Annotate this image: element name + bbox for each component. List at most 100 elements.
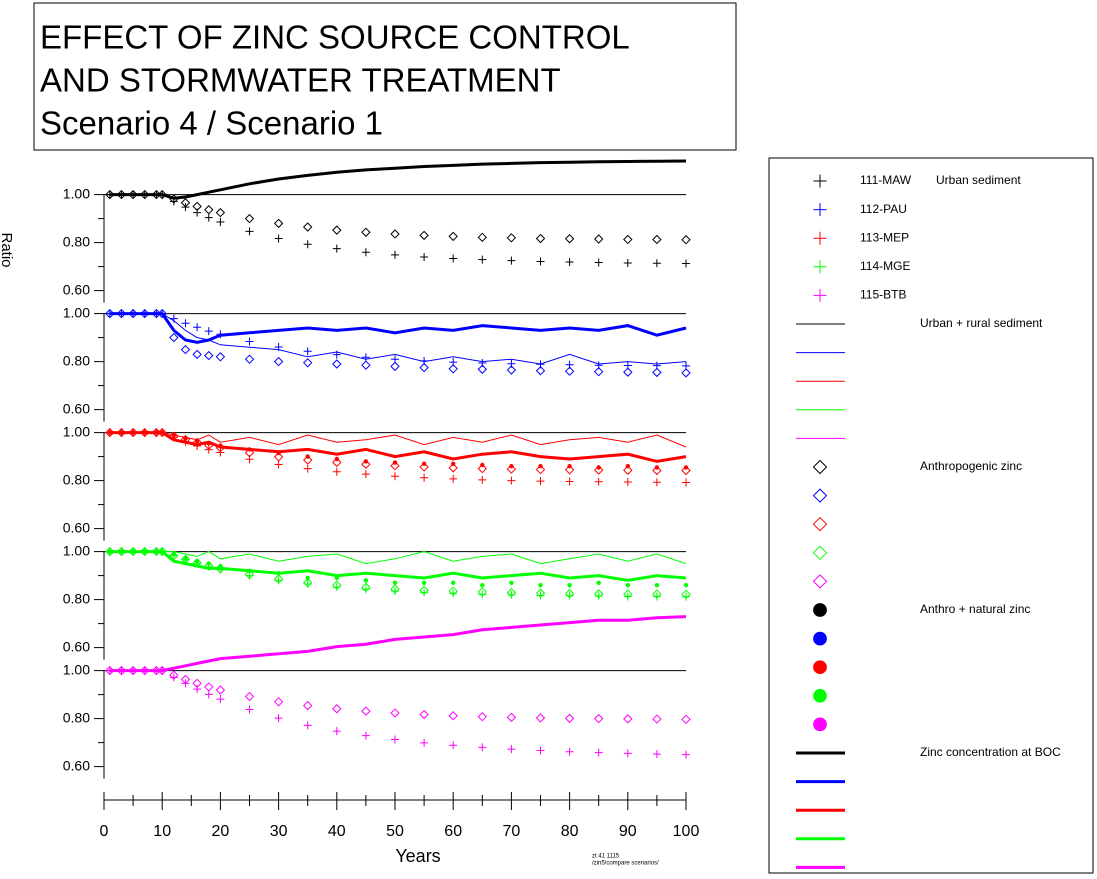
- diamond-marker: [419, 585, 429, 595]
- diamond-marker: [390, 584, 400, 594]
- diamond-marker: [332, 580, 342, 590]
- diamond-marker: [192, 678, 202, 689]
- diamond-marker: [623, 465, 633, 475]
- dot-marker: [480, 583, 485, 588]
- diamond-marker: [302, 358, 313, 368]
- diamond-marker: [477, 587, 488, 597]
- plus-marker: [169, 673, 178, 682]
- plus-marker: [204, 213, 213, 222]
- plus-marker: [361, 248, 370, 257]
- diamond-marker: [623, 234, 633, 245]
- diamond-marker: [812, 574, 828, 589]
- plus-marker: [420, 253, 429, 261]
- plus-marker: [274, 714, 283, 723]
- diamond-marker: [361, 706, 371, 716]
- thick-line: [109, 615, 687, 673]
- diamond-marker: [593, 465, 604, 475]
- legend-label: Urban sediment: [936, 173, 1021, 187]
- diamond-marker: [419, 462, 429, 472]
- thick-line: [109, 159, 687, 200]
- dot-marker: [654, 465, 660, 470]
- dot-marker: [421, 580, 427, 585]
- dot-marker: [538, 583, 543, 588]
- x-tick-label: 70: [503, 823, 521, 840]
- diamond-marker: [812, 459, 828, 475]
- diamond-marker: [204, 682, 214, 692]
- dot-marker: [813, 717, 827, 732]
- diamond-marker: [244, 448, 255, 458]
- dot-marker: [363, 578, 369, 583]
- diamond-marker: [448, 711, 458, 721]
- x-tick-label: 30: [270, 823, 288, 840]
- legend-label: 114-MGE: [860, 259, 910, 273]
- plus-marker: [565, 591, 574, 600]
- diamond-marker: [332, 457, 342, 468]
- dot-marker: [813, 688, 827, 703]
- plus-marker: [274, 234, 283, 243]
- plus-marker: [682, 592, 690, 601]
- title-box: [33, 2, 737, 151]
- diamond-marker: [535, 713, 546, 723]
- dot-marker: [683, 583, 689, 588]
- diamond-marker: [215, 352, 226, 362]
- diamond-marker: [535, 366, 546, 376]
- plus-marker: [216, 217, 225, 226]
- diamond-marker: [302, 700, 313, 711]
- diamond-marker: [652, 367, 662, 378]
- plus-marker: [332, 244, 341, 253]
- diamond-marker: [244, 354, 255, 364]
- plus-marker: [245, 337, 254, 346]
- diamond-marker: [419, 230, 429, 241]
- dot-marker: [625, 583, 630, 588]
- diamond-marker: [273, 574, 284, 584]
- dot-marker: [596, 465, 601, 470]
- plus-marker: [507, 745, 516, 754]
- legend-label: 115-BTB: [860, 288, 906, 302]
- plus-marker: [594, 592, 603, 600]
- diamond-marker: [535, 464, 546, 475]
- diamond-marker: [361, 582, 371, 593]
- plus-marker: [245, 705, 254, 714]
- y-tick-label: 1.00: [63, 542, 90, 558]
- legend-label: Anthro + natural zinc: [920, 602, 1030, 616]
- diamond-marker: [477, 232, 488, 243]
- plus-marker: [420, 588, 429, 597]
- dot-marker: [392, 460, 398, 465]
- diamond-marker: [623, 367, 633, 377]
- diamond-marker: [812, 488, 828, 503]
- diamond-marker: [361, 360, 371, 370]
- plus-marker: [361, 731, 370, 740]
- legend-label: Urban + rural sediment: [920, 316, 1043, 330]
- plus-marker: [507, 256, 516, 265]
- dot-marker: [567, 464, 572, 469]
- x-tick-label: 90: [619, 823, 637, 840]
- diamond-marker: [506, 464, 517, 474]
- diamond-marker: [204, 205, 214, 215]
- y-tick-label: 0.80: [63, 590, 90, 606]
- dot-marker: [305, 454, 310, 459]
- diamond-marker: [273, 356, 284, 367]
- legend-box: [768, 157, 1094, 874]
- plus-marker: [652, 478, 661, 487]
- diamond-marker: [180, 198, 191, 208]
- plus-marker: [449, 254, 458, 263]
- dot-marker: [596, 580, 601, 585]
- diamond-marker: [361, 227, 371, 237]
- plus-marker: [332, 467, 341, 476]
- plus-marker: [361, 470, 370, 479]
- plus-marker: [478, 590, 487, 599]
- dot-marker: [509, 464, 514, 469]
- x-tick-label: 100: [673, 823, 700, 840]
- plus-marker: [813, 288, 827, 302]
- dot-marker: [683, 465, 689, 470]
- dot-marker: [363, 459, 369, 464]
- dot-marker: [171, 551, 177, 557]
- diamond-marker: [477, 463, 488, 474]
- plus-marker: [565, 747, 574, 756]
- diamond-marker: [652, 465, 662, 476]
- plus-marker: [652, 259, 661, 268]
- diamond-marker: [652, 714, 662, 724]
- diamond-marker: [506, 365, 517, 375]
- dot-marker: [392, 580, 398, 585]
